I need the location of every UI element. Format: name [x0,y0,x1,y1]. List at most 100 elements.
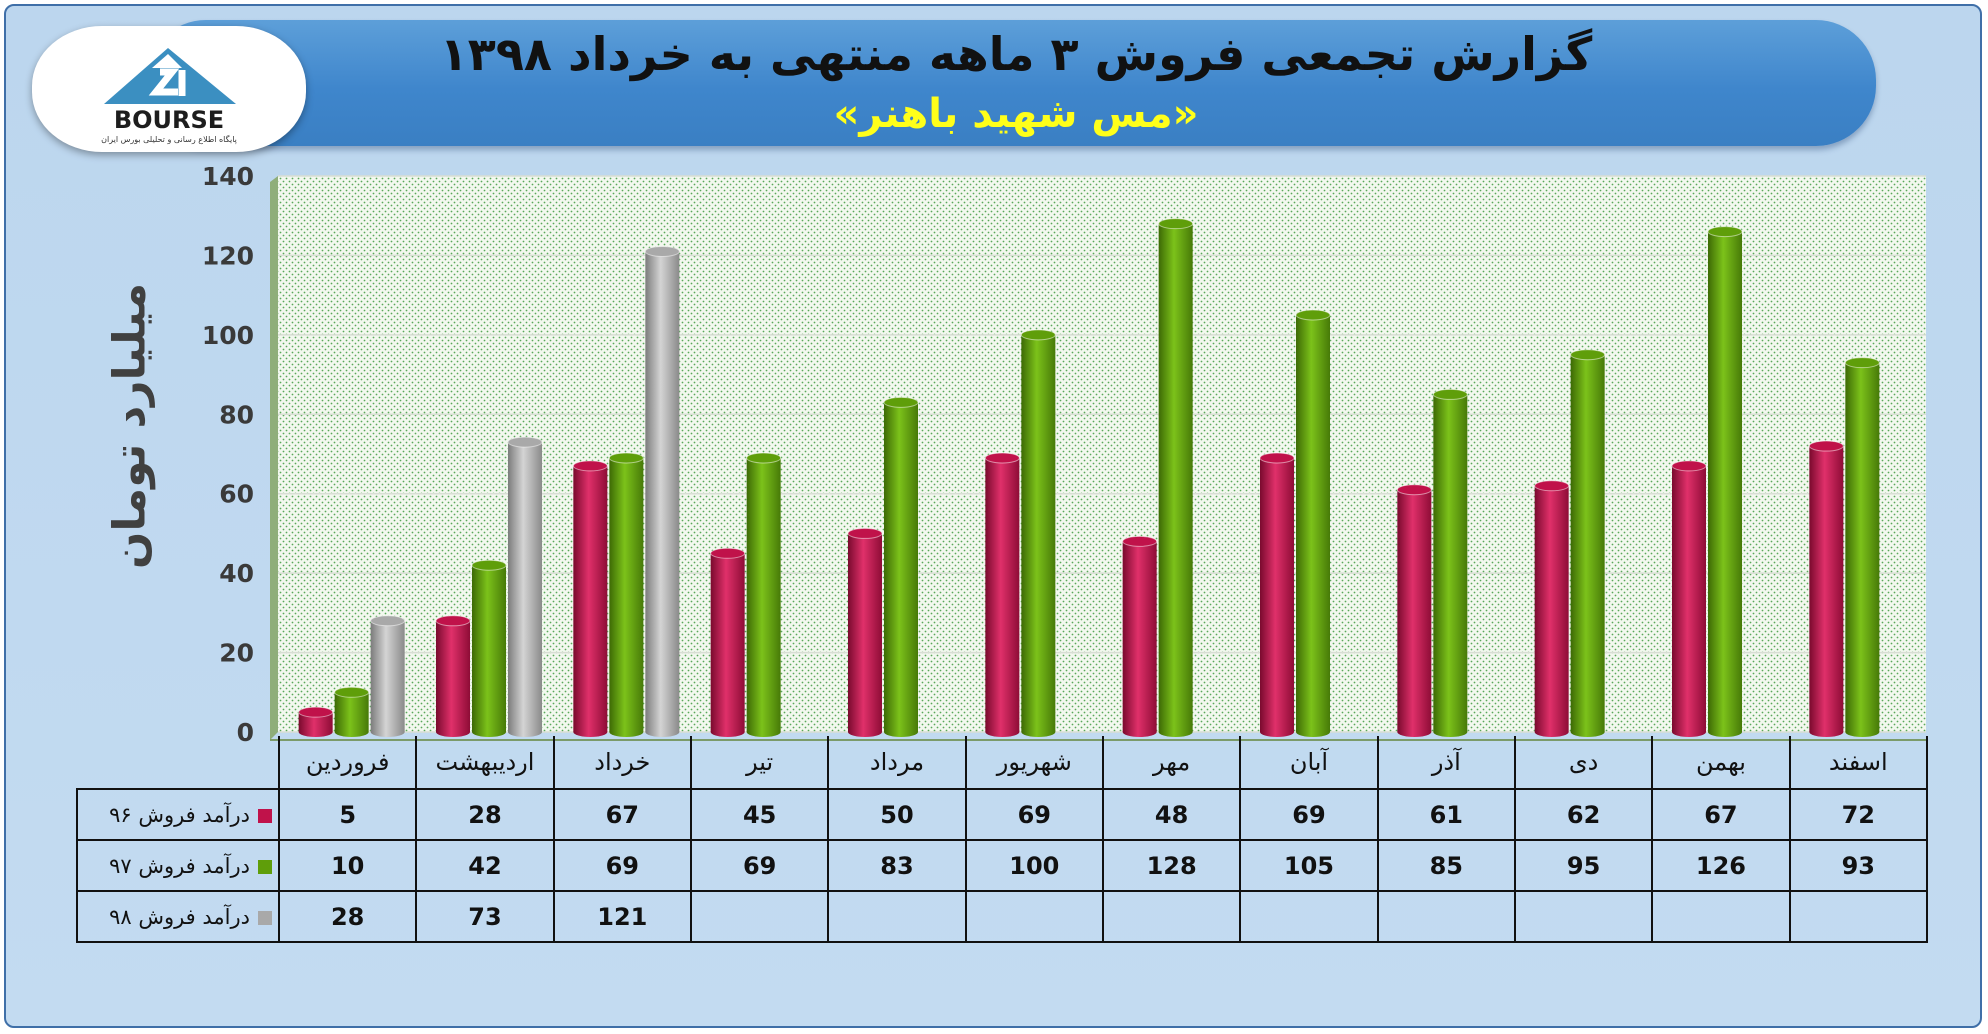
bar-base [645,727,680,737]
category-label: بهمن [1651,736,1791,790]
legend-swatch [258,859,272,874]
data-label: 85 [1376,839,1516,892]
chart-frame: گزارش تجمعی فروش ۳ ماهه منتهی به خرداد ۱… [4,4,1982,1028]
bar [1671,460,1707,737]
bar-cap [644,245,680,257]
bar-cap [1534,480,1570,492]
bar-body [298,712,333,732]
bar-base [985,727,1020,737]
data-label: 128 [1101,839,1242,892]
bar-cap [1295,309,1331,321]
data-label [1101,890,1242,943]
bar-cap [1671,460,1707,472]
bar-body [1296,315,1330,732]
bar-body [848,533,882,732]
chart-subtitle: «مس شهید باهنر» [833,91,1199,137]
data-label: 61 [1376,788,1516,841]
plot-side-wall [270,176,278,740]
legend-entry: درآمد فروش ۹۸ [76,890,280,943]
bar-base [1158,727,1193,737]
legend-label: درآمد فروش ۹۸ [109,904,250,929]
bar-base [370,727,405,737]
bar-body [436,620,470,732]
category-label: مرداد [827,736,967,790]
bar-base [609,727,644,737]
bar-cap [370,615,406,627]
bar-cap [1122,535,1158,547]
bar-base [1809,727,1844,737]
plot-area [270,176,1926,741]
bar-cap [847,527,883,539]
data-label: 121 [552,890,692,943]
bar [435,615,471,737]
bar [1259,452,1295,737]
data-label: 69 [552,839,692,892]
bar-chart: 0 20 40 60 80 100 120 140 [202,162,1926,747]
bar-cap [572,460,608,472]
category-label: اسفند [1788,736,1928,790]
y-tick-label: 120 [202,241,254,270]
data-table: فروردین اردیبهشت خرداد تیر مرداد شهریور مهر آبا… [76,736,1928,943]
bar-body [884,402,918,732]
bar-cap [1707,226,1743,238]
bar [1570,349,1606,737]
category-label: خرداد [552,736,692,790]
bar [608,452,644,737]
bar-cap [1570,349,1606,361]
bar-base [1534,727,1569,737]
bar [1295,309,1331,737]
bar-body [985,457,1020,732]
data-label [964,890,1104,943]
bar-cap [334,686,370,698]
legend-swatch [258,808,272,823]
data-label [1239,890,1379,943]
category-label: شهریور [964,736,1104,790]
series-row: درآمد فروش ۹۷ 10 42 69 69 83 100 128 105 85 95 126 9… [76,839,1928,892]
bar [1020,329,1056,737]
bar [572,460,608,737]
legend-label: درآمد فروش ۹۶ [109,802,250,827]
y-tick-label: 80 [219,400,254,429]
y-tick-label: 0 [237,718,254,747]
bar-body [609,457,644,732]
bars [298,218,1880,737]
bar-base [334,727,369,737]
bar-base [1570,727,1605,737]
bar-base [1122,727,1157,737]
y-axis-ticks: 0 20 40 60 80 100 120 140 [202,162,254,747]
bar-base [573,727,608,737]
bar-body [1534,485,1569,732]
bar-base [1708,727,1742,737]
bar [1707,226,1743,737]
category-label: آذر [1376,736,1516,790]
bar-base [1845,727,1880,737]
bar-base [884,727,918,737]
data-label: 48 [1101,788,1242,841]
category-label: اردیبهشت [415,736,555,790]
data-label: 69 [1239,788,1379,841]
bar-cap [710,547,746,559]
bar-cap [608,452,644,464]
bar-base [848,727,882,737]
bar-base [710,727,745,737]
y-tick-label: 60 [219,480,254,509]
bourse-logo-icon: BOURSE پایگاه اطلاع رسانی و تحلیلی بورس … [101,48,237,144]
bar [471,559,507,737]
data-label: 105 [1239,839,1379,892]
y-tick-label: 140 [202,162,254,191]
data-label: 73 [415,890,555,943]
bar-base [1397,727,1432,737]
bar-body [1158,223,1193,732]
bar-body [370,620,405,732]
bar-body [1021,334,1056,732]
bar-body [334,692,369,732]
bar [334,686,370,737]
legend-label: درآمد فروش ۹۷ [109,853,250,878]
bar-body [710,553,745,732]
bar-base [472,727,506,737]
data-label: 67 [552,788,692,841]
bar-body [1570,354,1605,732]
bar-base [298,727,333,737]
table-corner [77,736,279,789]
title-banner [146,20,1876,146]
